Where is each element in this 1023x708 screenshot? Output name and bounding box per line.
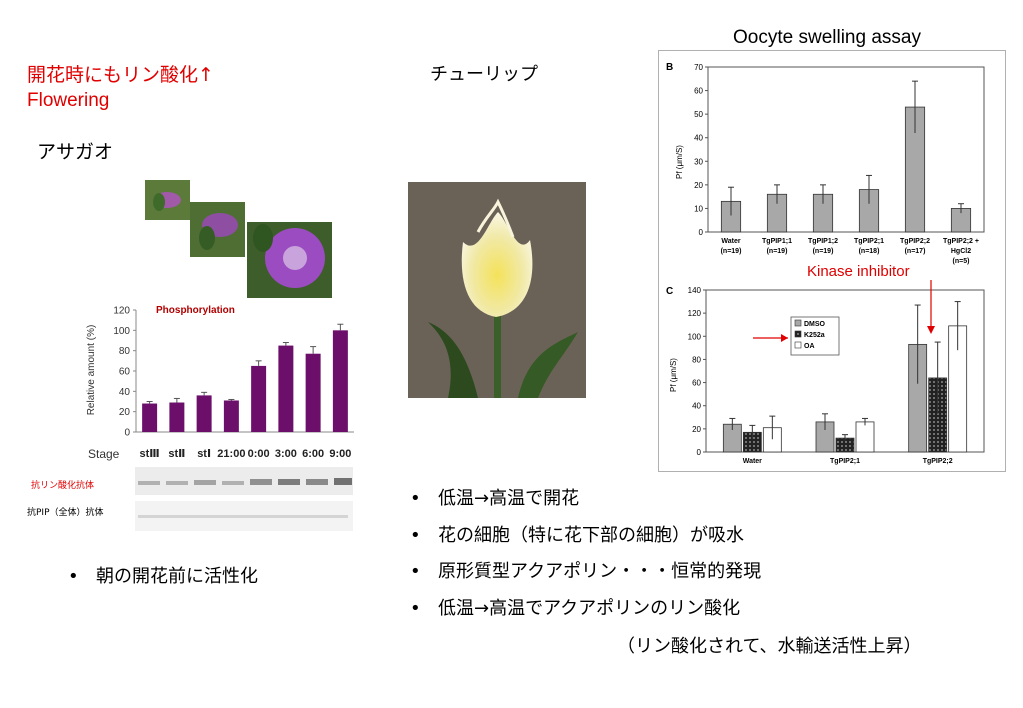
morning-glory-photos (145, 180, 332, 298)
y-tick-label: 20 (692, 425, 701, 434)
bullet-item: • 原形質型アクアポリン・・・恒常的発現 (410, 561, 762, 582)
y-axis-label: Pf (μm/S) (675, 145, 684, 179)
x-tick-label: stⅢ (140, 448, 160, 460)
bar (196, 395, 212, 432)
bar (251, 365, 267, 432)
panel-c-chart: C Pf (μm/S) 0 20 40 60 80 100 120 140 Water TgPIP… (666, 280, 985, 465)
x-tick-label: 9:00 (329, 448, 351, 460)
chart-title: Phosphorylation (156, 305, 235, 316)
x-tick-label: TgPIP2;2 (900, 238, 930, 245)
legend-label: OA (804, 343, 815, 350)
legend-arrow-head (781, 334, 788, 342)
bar (855, 421, 875, 453)
bullet-item: • 花の細胞（特に花下部の細胞）が吸水 (410, 524, 744, 546)
x-tick-label: 21:00 (217, 448, 245, 460)
x-tick-label: (n=19) (721, 248, 742, 255)
x-tick-label: HgCl2 (951, 248, 971, 255)
x-tick-label: TgPIP2;2 + (943, 238, 979, 245)
bar (142, 403, 158, 432)
y-tick-label: 0 (124, 428, 130, 439)
x-tick-label: 0:00 (248, 448, 270, 460)
bullet-item: • 低温→高温でアクアポリンのリン酸化 (410, 597, 741, 619)
x-tick-label: stⅡ (168, 448, 185, 460)
panel-b-chart: B Pf (μm/S) 0 10 20 30 40 50 60 70 Water (n=19) Tg… (666, 62, 985, 265)
bar (305, 353, 321, 432)
y-tick-label: 40 (694, 134, 703, 143)
footnote: （リン酸化されて、水輸送活性上昇） (617, 636, 922, 657)
y-tick-label: 120 (113, 306, 130, 317)
blot-label-phospho: 抗リン酸化抗体 (31, 481, 95, 491)
inhibitor-arrow-head (927, 326, 935, 334)
blot-label-total: 抗PIP（全体）抗体 (27, 508, 104, 518)
y-tick-label: 60 (694, 87, 703, 96)
y-tick-label: 50 (694, 110, 703, 119)
y-tick-label: 20 (694, 181, 703, 190)
left-heading-en: Flowering (27, 90, 110, 111)
main-bullets: • 低温→高温で開花 • 花の細胞（特に花下部の細胞）が吸水 • 原形質型アクアポリン… (410, 481, 761, 627)
x-axis-label: Stage (88, 447, 120, 461)
legend-swatch (794, 330, 802, 338)
assay-title: Oocyte swelling assay (733, 27, 921, 48)
x-tick-label: (n=19) (813, 248, 834, 255)
bar (278, 345, 294, 432)
bullet-item: • 低温→高温で開花 (410, 488, 580, 509)
y-tick-label: 120 (688, 309, 702, 318)
tulip-photo (408, 182, 586, 398)
x-tick-label: (n=19) (767, 248, 788, 255)
y-tick-label: 140 (688, 286, 702, 295)
y-tick-label: 60 (119, 367, 131, 378)
x-tick-label: (n=5) (953, 258, 970, 265)
x-tick-label: TgPIP1;2 (808, 238, 838, 245)
phosphorylation-chart: Phosphorylation Relative amount (%) Stag… (86, 305, 354, 461)
y-tick-label: 60 (692, 379, 701, 388)
y-tick-label: 10 (694, 204, 703, 213)
x-tick-label: Water (721, 238, 740, 245)
legend-swatch (794, 319, 802, 327)
bar (223, 400, 239, 432)
x-tick-label: 6:00 (302, 448, 324, 460)
y-tick-label: 40 (119, 387, 131, 398)
legend-label: DMSO (804, 321, 826, 328)
x-tick-label: TgPIP2;1 (854, 238, 884, 245)
y-tick-label: 30 (694, 157, 703, 166)
y-tick-label: 80 (692, 355, 701, 364)
western-blot-image (135, 467, 353, 531)
x-tick-label: Water (743, 458, 762, 465)
legend-label: K252a (804, 332, 825, 339)
y-tick-label: 100 (113, 326, 130, 337)
plot-frame (707, 66, 985, 233)
legend-swatch (794, 341, 802, 349)
svg-text:B: B (666, 62, 673, 73)
assay-figure (658, 50, 1006, 472)
y-tick-label: 0 (697, 448, 702, 457)
left-bullet: • 朝の開花前に活性化 (68, 562, 258, 588)
x-tick-label: (n=18) (859, 248, 880, 255)
svg-text:C: C (666, 286, 673, 297)
bar (169, 402, 185, 432)
x-tick-label: 3:00 (275, 448, 297, 460)
y-tick-label: 70 (694, 63, 703, 72)
bullet-dot: • (68, 566, 79, 587)
morning-glory-label: アサガオ (37, 141, 114, 163)
y-tick-label: 100 (688, 332, 702, 341)
y-tick-label: 20 (119, 407, 131, 418)
x-tick-label: TgPIP2;2 (923, 458, 953, 465)
x-tick-label: TgPIP2;1 (830, 458, 860, 465)
y-tick-label: 0 (699, 228, 704, 237)
x-tick-label: stⅠ (197, 448, 211, 460)
left-heading: 開花時にもリン酸化↑ Flowering (27, 62, 214, 114)
bar (332, 330, 348, 432)
y-axis-label: Pf (μm/S) (669, 358, 678, 392)
y-axis-label: Relative amount (%) (86, 325, 97, 416)
left-heading-jp: 開花時にもリン酸化↑ (27, 64, 214, 86)
x-tick-label: TgPIP1;1 (762, 238, 792, 245)
kinase-inhibitor-label: Kinase inhibitor (807, 263, 910, 280)
left-bullet-text: 朝の開花前に活性化 (96, 566, 258, 587)
tulip-label: チューリップ (430, 64, 538, 85)
y-tick-label: 40 (692, 402, 701, 411)
x-tick-label: (n=17) (905, 248, 926, 255)
y-tick-label: 80 (119, 346, 131, 357)
